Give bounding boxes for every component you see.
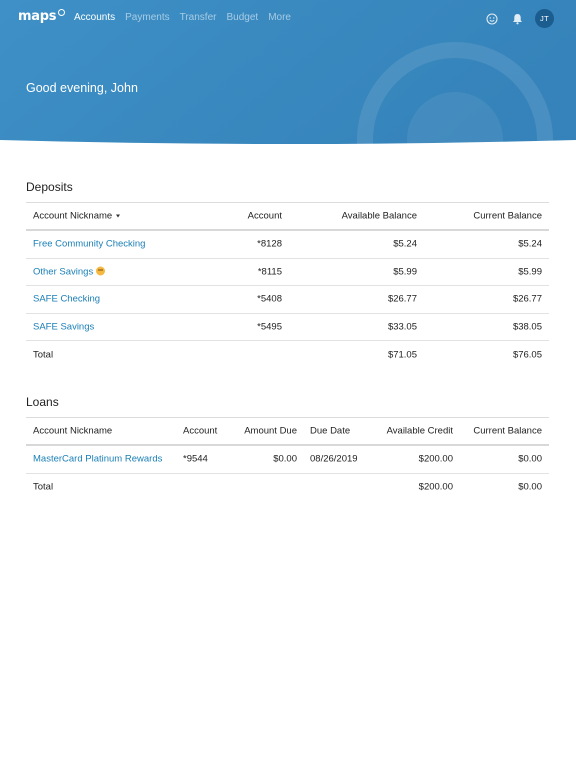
loans-table: Account Nickname Account Amount Due Due … <box>26 417 549 501</box>
nav-budget[interactable]: Budget <box>226 12 259 23</box>
available-credit: $200.00 <box>418 453 453 465</box>
column-header-current: Current Balance <box>473 425 542 437</box>
available-balance: $26.77 <box>387 293 417 305</box>
column-header-nickname[interactable]: Account Nickname <box>33 210 121 222</box>
total-current-balance: $0.00 <box>518 481 542 493</box>
account-number: *5495 <box>257 321 282 333</box>
logo-ring-icon <box>58 9 66 16</box>
column-header-account: Account <box>247 210 282 222</box>
account-number: *9544 <box>183 453 208 465</box>
available-balance: $33.05 <box>387 321 417 333</box>
account-link[interactable]: MasterCard Platinum Rewards <box>33 453 163 465</box>
current-balance: $5.99 <box>518 266 542 278</box>
header-banner: maps Accounts Payments Transfer Budget M… <box>0 0 576 146</box>
table-row[interactable]: Other Savings *8115 $5.99 $5.99 <box>26 259 549 286</box>
column-header-account: Account <box>183 425 218 437</box>
nav-transfer[interactable]: Transfer <box>179 12 217 23</box>
amount-due: $0.00 <box>273 453 297 465</box>
table-header: Account Nickname Account Available Balan… <box>26 203 549 231</box>
smiley-icon[interactable] <box>485 12 499 26</box>
current-balance: $5.24 <box>518 238 542 250</box>
current-balance: $26.77 <box>512 293 542 305</box>
table-header: Account Nickname Account Amount Due Due … <box>26 418 549 446</box>
header-actions: JT <box>485 9 554 28</box>
deposits-table: Account Nickname Account Available Balan… <box>26 202 549 369</box>
total-label: Total <box>33 481 54 493</box>
total-available-balance: $71.05 <box>387 349 417 361</box>
due-date: 08/26/2019 <box>310 453 358 465</box>
account-number: *8128 <box>257 238 282 250</box>
account-number: *8115 <box>257 266 282 278</box>
total-available-credit: $200.00 <box>418 481 453 493</box>
column-header-available-credit: Available Credit <box>386 425 453 437</box>
nav-payments[interactable]: Payments <box>125 12 170 23</box>
available-balance: $5.24 <box>393 238 417 250</box>
account-nickname-cell: Other Savings <box>33 266 106 278</box>
table-row[interactable]: SAFE Savings *5495 $33.05 $38.05 <box>26 314 549 341</box>
nav-accounts[interactable]: Accounts <box>74 12 116 23</box>
account-link[interactable]: Other Savings <box>33 266 94 278</box>
main-nav: Accounts Payments Transfer Budget More <box>74 12 301 23</box>
total-row: Total $200.00 $0.00 <box>26 474 549 502</box>
account-link[interactable]: SAFE Checking <box>33 293 101 305</box>
greeting-text: Good evening, John <box>26 81 138 95</box>
account-link[interactable]: SAFE Savings <box>33 321 95 333</box>
table-row[interactable]: SAFE Checking *5408 $26.77 $26.77 <box>26 286 549 314</box>
loans-title: Loans <box>26 395 59 409</box>
header-background <box>0 0 576 146</box>
available-balance: $5.99 <box>393 266 417 278</box>
column-header-nickname[interactable]: Account Nickname <box>33 425 113 437</box>
total-row: Total $71.05 $76.05 <box>26 341 549 369</box>
column-header-due-date: Due Date <box>310 425 351 437</box>
current-balance: $38.05 <box>512 321 542 333</box>
total-current-balance: $76.05 <box>512 349 542 361</box>
column-header-available: Available Balance <box>341 210 417 222</box>
total-label: Total <box>33 349 54 361</box>
column-header-amount-due: Amount Due <box>244 425 297 437</box>
table-row[interactable]: Free Community Checking *8128 $5.24 $5.2… <box>26 231 549 259</box>
column-header-label: Account Nickname <box>33 210 113 222</box>
brand-logo-text: maps <box>18 9 57 24</box>
table-row[interactable]: MasterCard Platinum Rewards *9544 $0.00 … <box>26 446 549 474</box>
bell-icon[interactable] <box>510 12 524 26</box>
deposits-title: Deposits <box>26 180 73 194</box>
account-number: *5408 <box>257 293 282 305</box>
brand-logo[interactable]: maps <box>18 9 66 24</box>
column-header-current: Current Balance <box>473 210 542 222</box>
current-balance: $0.00 <box>518 453 542 465</box>
avatar[interactable]: JT <box>535 9 554 28</box>
nav-more[interactable]: More <box>268 12 291 23</box>
smiling-face-icon <box>96 266 106 276</box>
sort-caret-icon <box>116 214 121 218</box>
account-link[interactable]: Free Community Checking <box>33 238 146 250</box>
